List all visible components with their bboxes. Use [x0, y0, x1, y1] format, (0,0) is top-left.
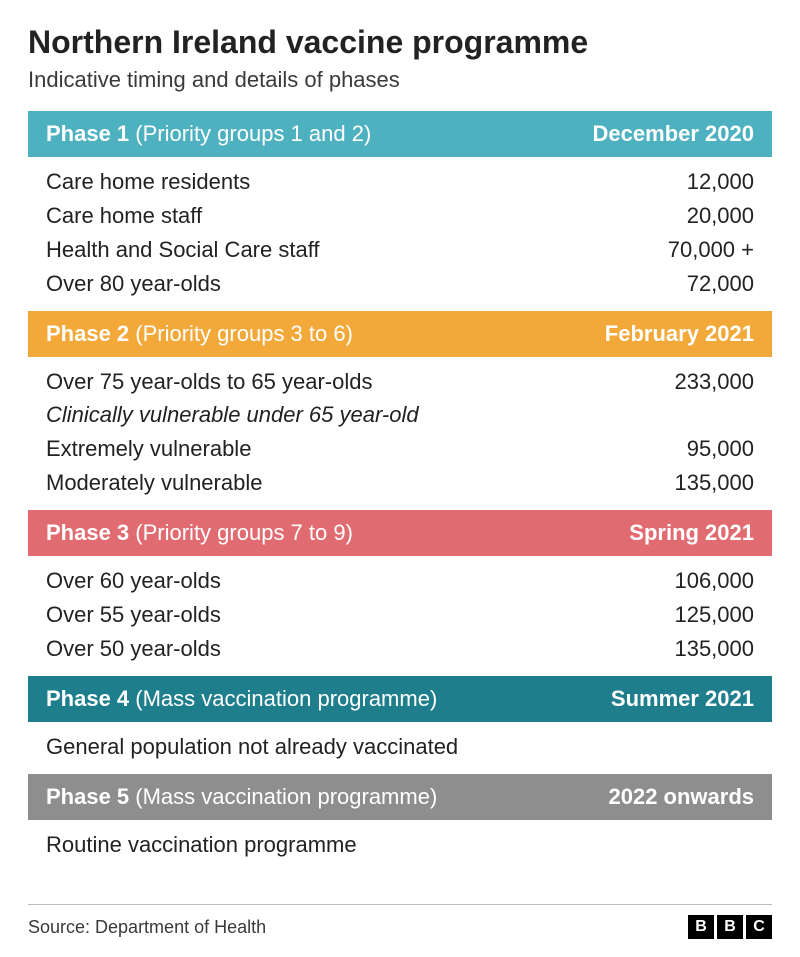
- phase-header: Phase 3 (Priority groups 7 to 9) Spring 2…: [28, 510, 772, 556]
- phase-row: Extremely vulnerable 95,000: [36, 432, 764, 466]
- row-label: Moderately vulnerable: [46, 467, 262, 499]
- phase-name: Phase 1: [46, 121, 129, 146]
- phase-header: Phase 5 (Mass vaccination programme) 2022…: [28, 774, 772, 820]
- row-value: 70,000 +: [668, 234, 754, 266]
- chart-title: Northern Ireland vaccine programme: [28, 24, 772, 61]
- phase-period: Spring 2021: [629, 520, 754, 546]
- phase-detail: (Priority groups 3 to 6): [129, 321, 353, 346]
- phase-detail: (Mass vaccination programme): [129, 686, 437, 711]
- row-value: 12,000: [687, 166, 754, 198]
- phase-detail: (Priority groups 1 and 2): [129, 121, 371, 146]
- phase-name: Phase 4: [46, 686, 129, 711]
- row-label: General population not already vaccinate…: [46, 731, 458, 763]
- phase-header-left: Phase 4 (Mass vaccination programme): [46, 686, 437, 712]
- phase-header-left: Phase 3 (Priority groups 7 to 9): [46, 520, 353, 546]
- row-label: Over 60 year-olds: [46, 565, 221, 597]
- phase-rows: Care home residents12,000Care home staff…: [28, 157, 772, 311]
- row-value: 72,000: [687, 268, 754, 300]
- row-value: 95,000: [687, 433, 754, 465]
- phase-rows: General population not already vaccinate…: [28, 722, 772, 774]
- phase-header: Phase 4 (Mass vaccination programme) Summ…: [28, 676, 772, 722]
- phase-period: February 2021: [605, 321, 754, 347]
- phase-row: Over 55 year-olds 125,000: [36, 598, 764, 632]
- row-value: 125,000: [674, 599, 754, 631]
- phase-row: Care home staff 20,000: [36, 199, 764, 233]
- row-label: Over 80 year-olds: [46, 268, 221, 300]
- phase-rows: Over 75 year-olds to 65 year-olds 233,000…: [28, 357, 772, 511]
- phase-row: Clinically vulnerable under 65 year-old: [36, 398, 764, 432]
- phase-header-left: Phase 2 (Priority groups 3 to 6): [46, 321, 353, 347]
- phase-row: General population not already vaccinate…: [36, 730, 764, 764]
- source-text: Source: Department of Health: [28, 917, 266, 938]
- phase-row: Over 80 year-olds 72,000: [36, 267, 764, 301]
- row-label: Care home staff: [46, 200, 202, 232]
- phase-period: Summer 2021: [611, 686, 754, 712]
- phase-header-left: Phase 5 (Mass vaccination programme): [46, 784, 437, 810]
- phase-header: Phase 1 (Priority groups 1 and 2) Decembe…: [28, 111, 772, 157]
- phase-header-left: Phase 1 (Priority groups 1 and 2): [46, 121, 371, 147]
- phase-row: Routine vaccination programme: [36, 828, 764, 862]
- row-label: Over 75 year-olds to 65 year-olds: [46, 366, 373, 398]
- phase-row: Over 60 year-olds 106,000: [36, 564, 764, 598]
- row-value: 106,000: [674, 565, 754, 597]
- phase-row: Over 50 year-olds 135,000: [36, 632, 764, 666]
- phases-container: Phase 1 (Priority groups 1 and 2) Decembe…: [28, 111, 772, 872]
- row-label: Over 55 year-olds: [46, 599, 221, 631]
- phase-rows: Routine vaccination programme: [28, 820, 772, 872]
- phase-row: Care home residents 12,000: [36, 165, 764, 199]
- row-value: 233,000: [674, 366, 754, 398]
- row-label: Clinically vulnerable under 65 year-old: [46, 399, 419, 431]
- row-value: 135,000: [674, 467, 754, 499]
- phase-row: Over 75 year-olds to 65 year-olds 233,000: [36, 365, 764, 399]
- phase-period: 2022 onwards: [608, 784, 754, 810]
- chart-subtitle: Indicative timing and details of phases: [28, 67, 772, 93]
- phase-detail: (Mass vaccination programme): [129, 784, 437, 809]
- row-label: Health and Social Care staff: [46, 234, 320, 266]
- phase-period: December 2020: [593, 121, 754, 147]
- row-value: 135,000: [674, 633, 754, 665]
- phase-name: Phase 3: [46, 520, 129, 545]
- row-label: Routine vaccination programme: [46, 829, 357, 861]
- phase-header: Phase 2 (Priority groups 3 to 6) February…: [28, 311, 772, 357]
- bbc-logo-letter: B: [688, 915, 714, 939]
- phase-name: Phase 5: [46, 784, 129, 809]
- phase-row: Moderately vulnerable 135,000: [36, 466, 764, 500]
- phase-rows: Over 60 year-olds106,000Over 55 year-old…: [28, 556, 772, 676]
- phase-name: Phase 2: [46, 321, 129, 346]
- phase-detail: (Priority groups 7 to 9): [129, 520, 353, 545]
- row-value: 20,000: [687, 200, 754, 232]
- phase-row: Health and Social Care staff 70,000 +: [36, 233, 764, 267]
- bbc-logo-letter: C: [746, 915, 772, 939]
- bbc-logo: B B C: [688, 915, 772, 939]
- row-label: Extremely vulnerable: [46, 433, 251, 465]
- chart-footer: Source: Department of Health B B C: [28, 904, 772, 939]
- bbc-logo-letter: B: [717, 915, 743, 939]
- row-label: Over 50 year-olds: [46, 633, 221, 665]
- row-label: Care home residents: [46, 166, 250, 198]
